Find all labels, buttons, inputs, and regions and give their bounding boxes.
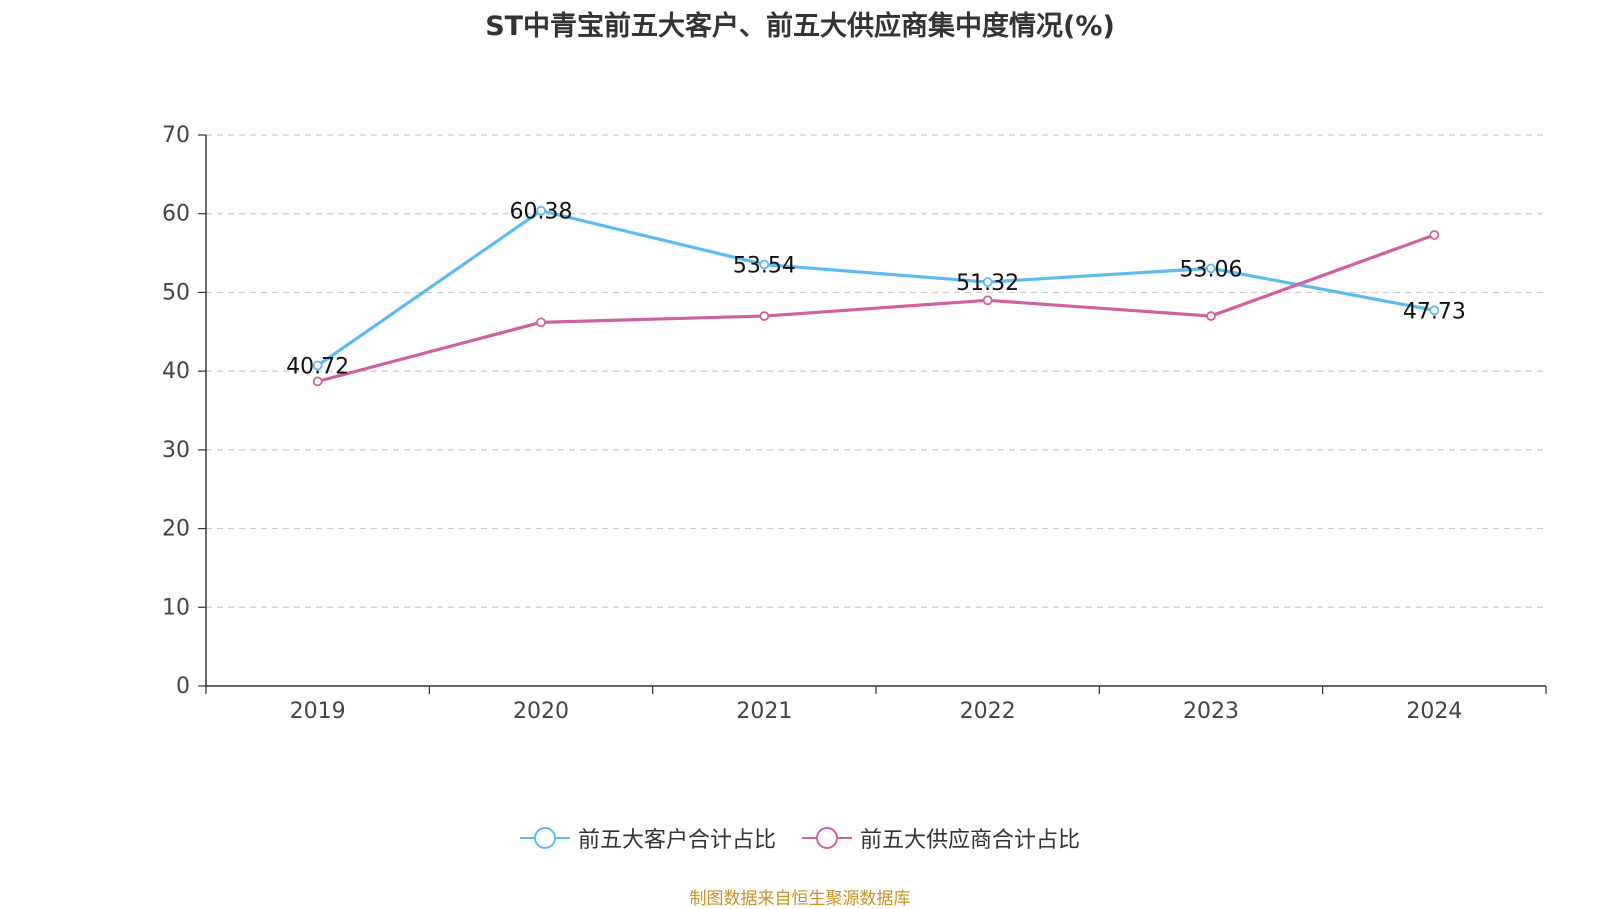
- data-point: [312, 360, 323, 371]
- data-point: [536, 205, 546, 216]
- chart-title: ST中青宝前五大客户、前五大供应商集中度情况(%): [485, 11, 1115, 42]
- axes: 0 10 20 30 40 50 60 70 2019 2020 2021 2022 2023 2024: [162, 123, 1547, 724]
- data-point: [1429, 305, 1440, 316]
- data-point: [982, 277, 993, 287]
- data-label: 53.06: [1180, 257, 1243, 282]
- data-label: 53.54: [733, 254, 796, 279]
- data-label: 40.72: [286, 354, 349, 379]
- x-tick-label: 2020: [513, 699, 569, 724]
- data-label: 47.73: [1403, 299, 1466, 324]
- series-line-0: [316, 209, 1435, 367]
- data-point: [759, 259, 770, 270]
- x-tick-label: 2024: [1406, 699, 1462, 724]
- series-line-1: [317, 233, 1435, 383]
- y-tick-label: 40: [162, 359, 190, 384]
- legend-swatch-suppliers: [802, 825, 852, 851]
- grid-lines: [206, 134, 1546, 608]
- y-tick-label: 20: [162, 517, 190, 542]
- legend-label-suppliers: 前五大供应商合计占比: [860, 828, 1081, 853]
- data-label: 60.38: [510, 200, 573, 225]
- data-point: [1429, 230, 1440, 240]
- y-tick-label: 50: [162, 280, 190, 305]
- y-tick-label: 0: [176, 674, 190, 699]
- x-tick-label: 2023: [1183, 699, 1239, 724]
- data-point: [759, 311, 770, 321]
- y-tick-label: 60: [162, 202, 190, 227]
- data-label: 51.32: [956, 271, 1019, 296]
- legend: 前五大客户合计占比 前五大供应商合计占比: [0, 822, 1600, 854]
- y-tick-label: 10: [162, 595, 190, 620]
- source-note: 制图数据来自恒生聚源数据库: [689, 889, 911, 909]
- data-point: [1206, 311, 1216, 321]
- x-tick-label: 2022: [960, 699, 1016, 724]
- data-labels: 40.72 60.38 53.54 51.32 53.06 47.73: [286, 200, 1466, 380]
- y-tick-label: 30: [162, 438, 190, 463]
- legend-item-customers[interactable]: 前五大客户合计占比: [519, 822, 776, 854]
- data-point: [312, 376, 323, 387]
- legend-item-suppliers[interactable]: 前五大供应商合计占比: [802, 822, 1080, 854]
- series-lines: [312, 205, 1440, 387]
- y-tick-label: 70: [162, 123, 190, 148]
- data-point: [536, 317, 546, 328]
- legend-swatch-customers: [519, 825, 570, 851]
- data-point: [1206, 263, 1216, 274]
- x-tick-label: 2021: [736, 699, 792, 724]
- x-tick-label: 2019: [290, 699, 346, 724]
- data-point: [982, 295, 993, 306]
- legend-label-customers: 前五大客户合计占比: [577, 828, 776, 853]
